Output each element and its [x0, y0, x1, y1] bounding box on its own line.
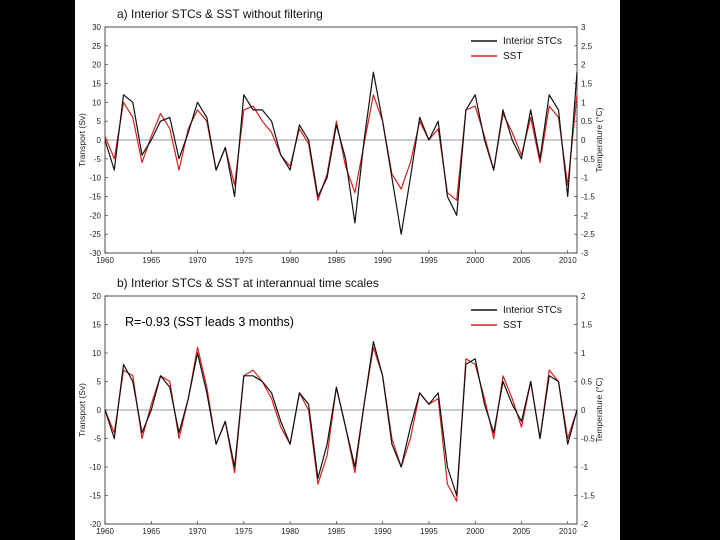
y-tick-label: -20 — [89, 211, 101, 220]
y2-tick-label: -0.5 — [581, 155, 595, 164]
y-tick-label: -25 — [89, 230, 101, 239]
x-tick-label: 1960 — [96, 256, 114, 265]
x-tick-label: 2010 — [559, 256, 577, 265]
legend-label: SST — [503, 320, 522, 331]
x-tick-label: 1990 — [374, 256, 392, 265]
legend-label: SST — [503, 51, 522, 62]
y-axis-label: Transport (Sv) — [77, 113, 87, 167]
figure-canvas: a) Interior STCs & SST without filtering… — [75, 0, 620, 540]
y2-tick-label: -1.5 — [581, 492, 595, 501]
y2-tick-label: 0 — [581, 136, 586, 145]
y2-tick-label: -1.5 — [581, 193, 595, 202]
y-tick-label: 15 — [92, 321, 101, 330]
y-tick-label: -15 — [89, 492, 101, 501]
x-tick-label: 1970 — [189, 527, 207, 536]
stc-series-line — [104, 341, 578, 497]
y-tick-label: 20 — [92, 292, 101, 301]
y2-tick-label: 0 — [581, 406, 586, 415]
y2-axis-label: Temperature (°C) — [594, 377, 604, 442]
y2-tick-label: 3 — [581, 23, 586, 32]
y-tick-label: -20 — [89, 520, 101, 529]
correlation-annotation: R=-0.93 (SST leads 3 months) — [125, 315, 294, 329]
x-tick-label: 1960 — [96, 527, 114, 536]
x-tick-label: 2000 — [466, 527, 484, 536]
y-tick-label: -10 — [89, 174, 101, 183]
y2-tick-label: -3 — [581, 249, 589, 258]
x-tick-label: 2005 — [513, 256, 531, 265]
chart-figure: a) Interior STCs & SST without filtering… — [77, 7, 604, 536]
panel-b-chart: b) Interior STCs & SST at interannual ti… — [77, 276, 604, 536]
y-tick-label: 15 — [92, 80, 101, 89]
y2-tick-label: 2 — [581, 292, 586, 301]
y-tick-label: -5 — [94, 155, 102, 164]
x-tick-label: 1995 — [420, 527, 438, 536]
x-tick-label: 1970 — [189, 256, 207, 265]
y-tick-label: -15 — [89, 193, 101, 202]
y-tick-label: -30 — [89, 249, 101, 258]
y-tick-label: 5 — [97, 378, 102, 387]
x-tick-label: 2000 — [466, 256, 484, 265]
y2-tick-label: -0.5 — [581, 435, 595, 444]
panel-a-chart: a) Interior STCs & SST without filtering… — [77, 7, 604, 265]
sst-series-line — [104, 94, 578, 201]
y-tick-label: 25 — [92, 42, 101, 51]
y2-tick-label: -2 — [581, 211, 589, 220]
x-tick-label: 1975 — [235, 527, 253, 536]
y-tick-label: 30 — [92, 23, 101, 32]
y2-tick-label: 1.5 — [581, 321, 593, 330]
y2-tick-label: -1 — [581, 463, 589, 472]
y-tick-label: 0 — [97, 406, 102, 415]
legend-label: Interior STCs — [503, 305, 562, 316]
sst-series-line — [104, 346, 578, 502]
y-tick-label: 10 — [92, 349, 101, 358]
y-tick-label: 5 — [97, 117, 102, 126]
x-tick-label: 1985 — [327, 527, 345, 536]
x-tick-label: 1980 — [281, 256, 299, 265]
y2-tick-label: -1 — [581, 174, 589, 183]
stc-series-line — [104, 71, 578, 235]
y2-tick-label: -2 — [581, 520, 589, 529]
x-tick-label: 2010 — [559, 527, 577, 536]
x-tick-label: 1975 — [235, 256, 253, 265]
y-tick-label: 0 — [97, 136, 102, 145]
x-tick-label: 1995 — [420, 256, 438, 265]
x-tick-label: 1985 — [327, 256, 345, 265]
y2-tick-label: 0.5 — [581, 378, 593, 387]
legend-box — [463, 302, 571, 338]
x-tick-label: 1980 — [281, 527, 299, 536]
y2-tick-label: 1.5 — [581, 80, 593, 89]
y2-tick-label: 2.5 — [581, 42, 593, 51]
y2-tick-label: 2 — [581, 61, 586, 70]
legend-box — [463, 33, 571, 69]
chart-title: a) Interior STCs & SST without filtering — [117, 7, 323, 21]
y2-tick-label: -2.5 — [581, 230, 595, 239]
x-tick-label: 1990 — [374, 527, 392, 536]
chart-title: b) Interior STCs & SST at interannual ti… — [117, 276, 379, 290]
y2-tick-label: 0.5 — [581, 117, 593, 126]
y-tick-label: 10 — [92, 98, 101, 107]
y2-axis-label: Temperature (°C) — [594, 107, 604, 172]
x-tick-label: 1965 — [142, 527, 160, 536]
x-tick-label: 2005 — [513, 527, 531, 536]
y-tick-label: -5 — [94, 435, 102, 444]
legend-label: Interior STCs — [503, 36, 562, 47]
y-tick-label: 20 — [92, 61, 101, 70]
y-tick-label: -10 — [89, 463, 101, 472]
y2-tick-label: 1 — [581, 349, 586, 358]
y2-tick-label: 1 — [581, 98, 586, 107]
y-axis-label: Transport (Sv) — [77, 383, 87, 437]
x-tick-label: 1965 — [142, 256, 160, 265]
